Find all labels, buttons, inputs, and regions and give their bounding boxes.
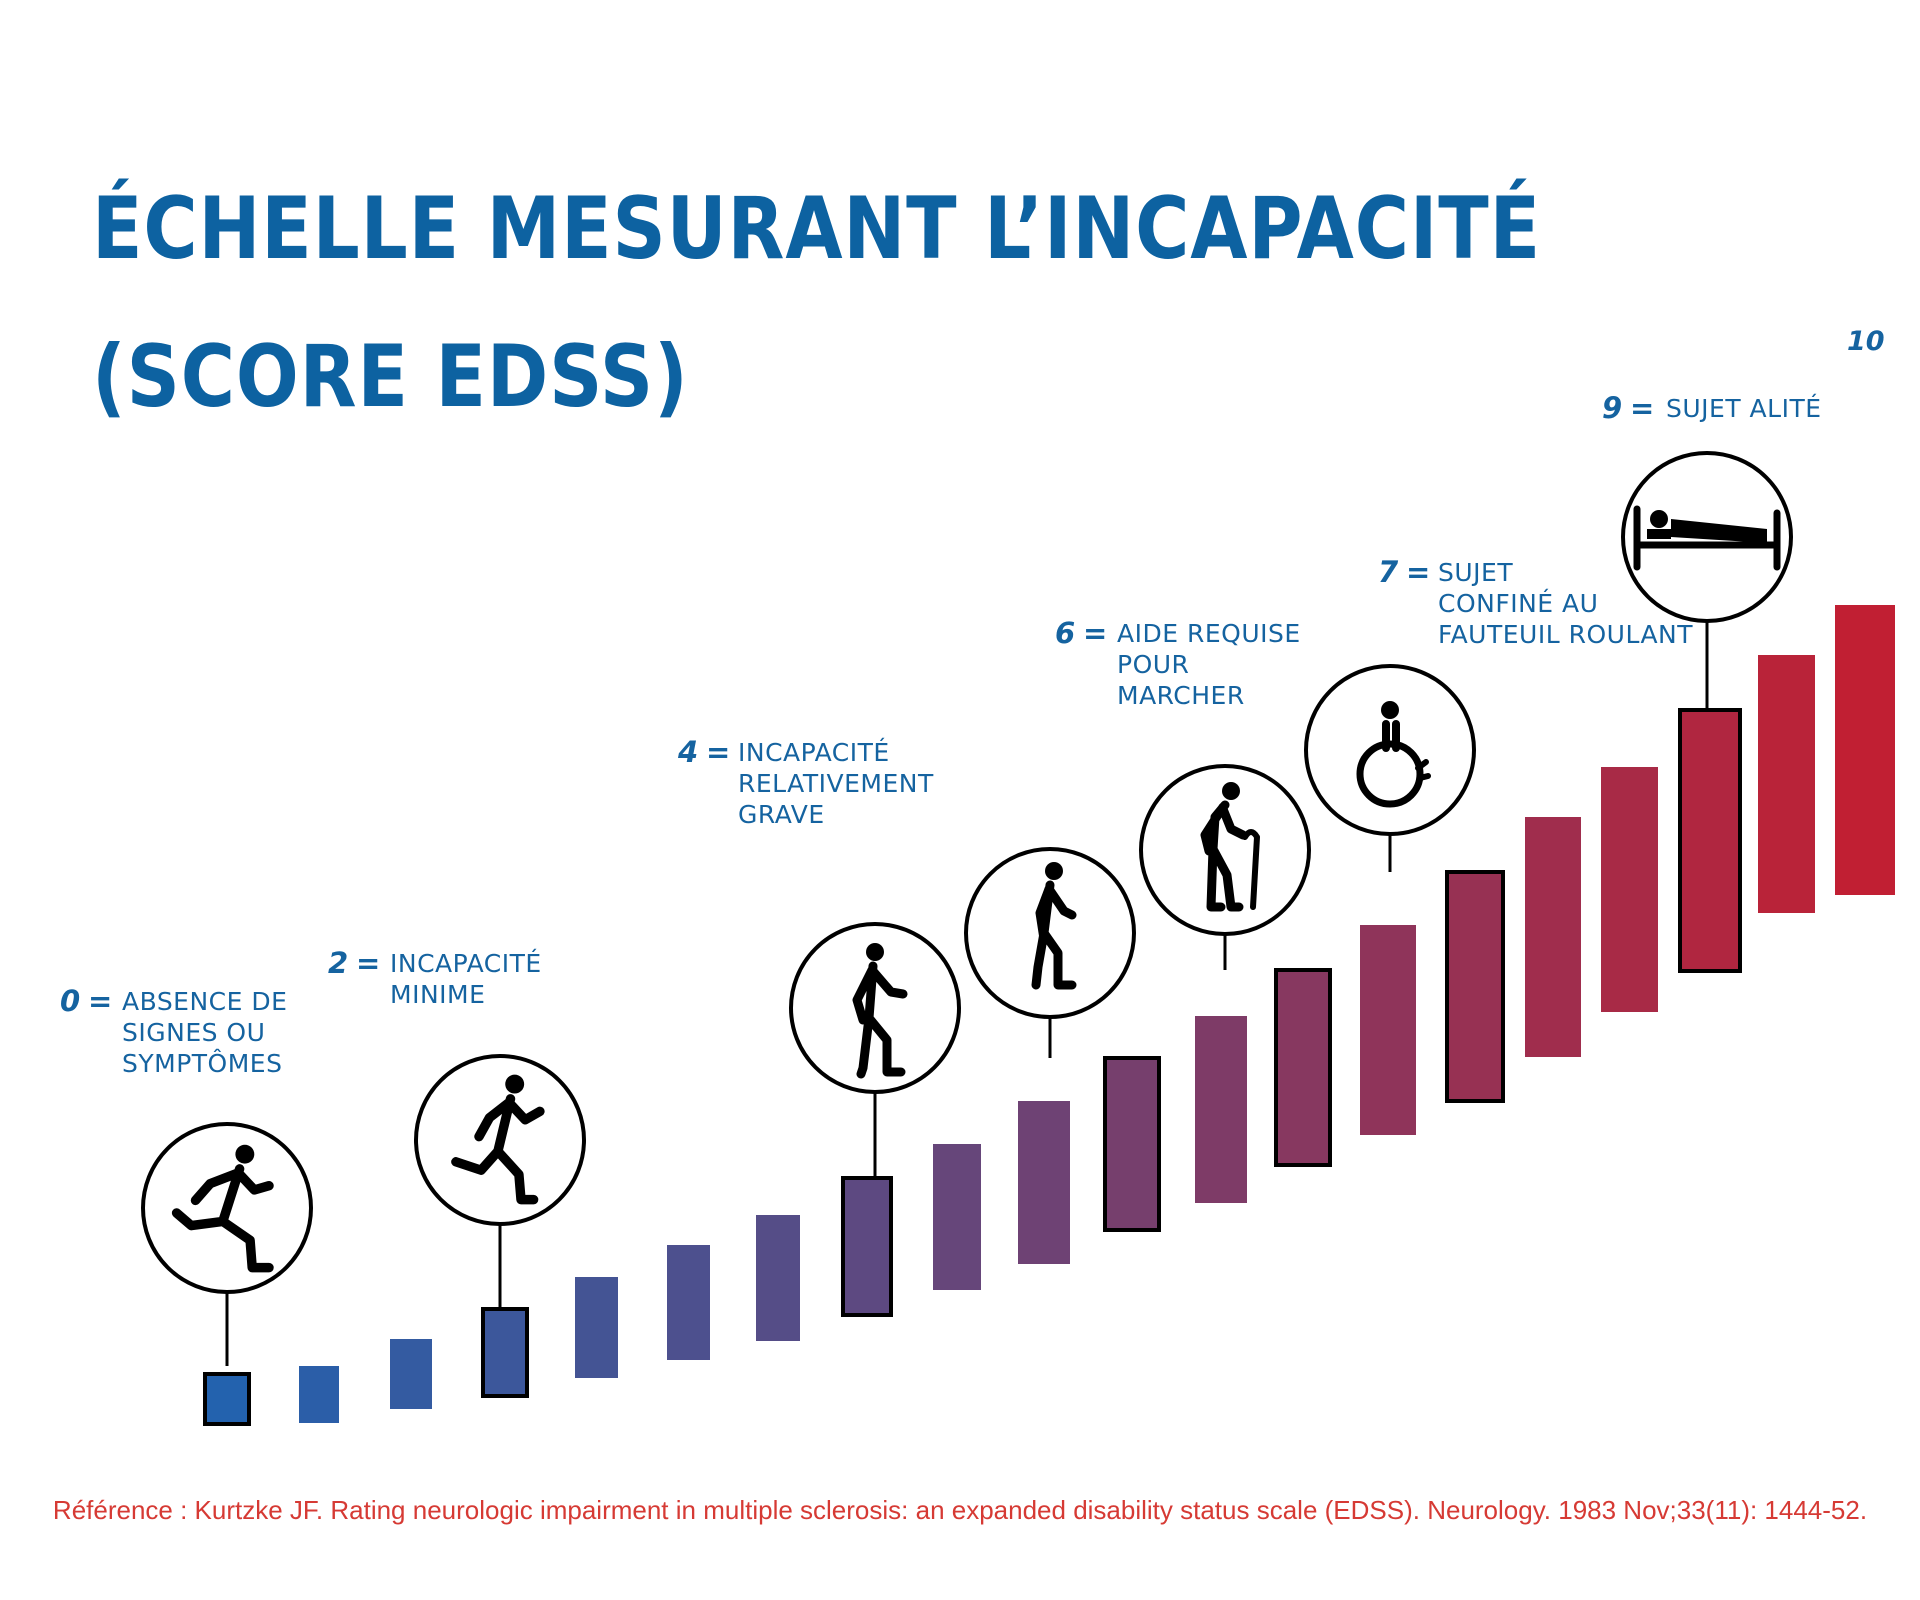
edss-step-bar bbox=[390, 1339, 432, 1409]
milestone-line: RELATIVEMENT bbox=[738, 769, 934, 798]
edss-step-bar bbox=[299, 1366, 339, 1423]
edss-step-bar bbox=[1678, 708, 1742, 973]
edss-step-bar bbox=[1835, 605, 1895, 895]
milestone-line: SUJET ALITÉ bbox=[1666, 394, 1822, 423]
milestone-line: CONFINÉ AU bbox=[1438, 589, 1599, 618]
milestone-score: 0 bbox=[60, 984, 81, 1018]
milestone-line: SUJET bbox=[1438, 558, 1514, 587]
edss-step-bar bbox=[1445, 870, 1505, 1103]
milestone-circle bbox=[789, 922, 961, 1094]
edss-step-bar bbox=[1103, 1056, 1161, 1232]
milestone-score: 7 bbox=[1378, 555, 1399, 589]
milestone-circle bbox=[1304, 664, 1476, 836]
milestone-circle bbox=[964, 847, 1136, 1019]
edss-step-bar bbox=[841, 1176, 893, 1317]
edss-step-bar bbox=[1525, 817, 1581, 1057]
milestone-line: ABSENCE DE bbox=[122, 987, 288, 1016]
milestone-line: AIDE REQUISE bbox=[1117, 619, 1301, 648]
equals-sign: = bbox=[1406, 555, 1431, 589]
equals-sign: = bbox=[1630, 391, 1655, 425]
milestone-line: FAUTEUIL ROULANT bbox=[1438, 620, 1694, 649]
equals-sign: = bbox=[88, 984, 113, 1018]
edss-step-bar bbox=[1018, 1101, 1070, 1264]
milestone-line: MINIME bbox=[390, 980, 486, 1009]
milestone-score: 9 bbox=[1602, 391, 1623, 425]
milestone-line: POUR bbox=[1117, 650, 1190, 679]
edss-step-bar bbox=[1758, 655, 1815, 913]
milestone-line: MARCHER bbox=[1117, 681, 1245, 710]
edss-step-bar bbox=[481, 1307, 529, 1398]
edss-step-bar bbox=[933, 1144, 981, 1290]
reference-citation: Référence : Kurtzke JF. Rating neurologi… bbox=[52, 1495, 1868, 1525]
milestone-line: INCAPACITÉ bbox=[738, 738, 890, 767]
edss-step-bar bbox=[1195, 1016, 1247, 1203]
edss-step-bar bbox=[667, 1245, 710, 1360]
running-person-icon bbox=[451, 1074, 545, 1205]
scale-max-label: 10 bbox=[1847, 326, 1885, 357]
edss-step-bar bbox=[1360, 925, 1416, 1135]
milestone-line: SYMPTÔMES bbox=[122, 1049, 283, 1078]
edss-step-bar bbox=[756, 1215, 800, 1341]
slow-walking-person-icon bbox=[1031, 862, 1077, 990]
title-line-2: (SCORE EDSS) bbox=[92, 327, 689, 427]
equals-sign: = bbox=[706, 735, 731, 769]
equals-sign: = bbox=[356, 946, 381, 980]
edss-step-bar bbox=[203, 1372, 251, 1426]
milestone-score: 4 bbox=[678, 735, 699, 769]
walking-person-icon bbox=[852, 943, 908, 1079]
milestone-line: GRAVE bbox=[738, 800, 825, 829]
edss-step-bar bbox=[575, 1277, 618, 1378]
milestone-score: 2 bbox=[328, 946, 349, 980]
bed-icon bbox=[1633, 505, 1781, 571]
edss-step-bar bbox=[1601, 767, 1658, 1012]
person-with-cane-icon bbox=[1200, 782, 1260, 912]
title-line-1: ÉCHELLE MESURANT L’INCAPACITÉ bbox=[92, 179, 1542, 279]
running-person-icon bbox=[171, 1144, 274, 1273]
milestone-line: INCAPACITÉ bbox=[390, 949, 542, 978]
equals-sign: = bbox=[1083, 616, 1108, 650]
wheelchair-icon bbox=[1356, 701, 1431, 808]
edss-step-bar bbox=[1274, 968, 1332, 1167]
milestone-circle bbox=[1139, 764, 1311, 936]
milestone-score: 6 bbox=[1055, 616, 1076, 650]
milestone-line: SIGNES OU bbox=[122, 1018, 266, 1047]
